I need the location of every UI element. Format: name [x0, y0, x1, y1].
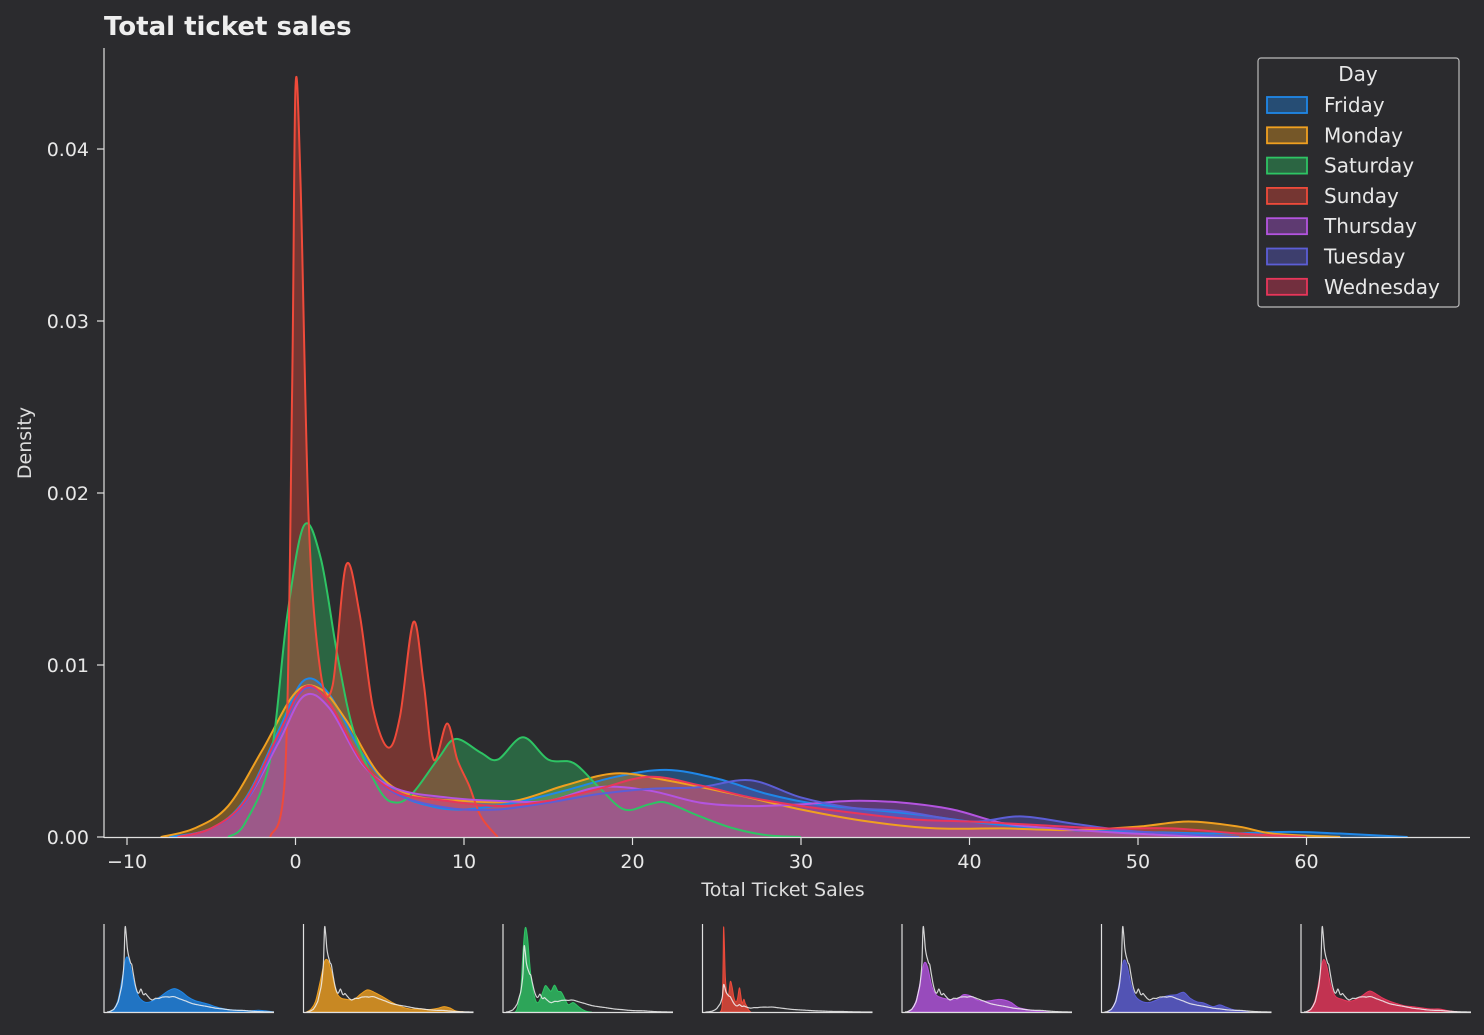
mini-density-saturday [514, 926, 592, 1013]
legend-swatch-wednesday [1266, 277, 1308, 296]
chart-title: Total ticket sales [104, 12, 352, 42]
density-area-saturday [228, 523, 802, 837]
y-tick-label: 0.04 [47, 139, 89, 161]
mini-density-tuesday [1105, 959, 1249, 1013]
density-line-tuesday [177, 686, 1240, 838]
legend-label-thursday: Thursday [1323, 214, 1417, 238]
mini-panel-monday [302, 924, 474, 1014]
density-line-thursday [177, 692, 1240, 838]
mini-density-thursday [905, 961, 1050, 1013]
legend-swatch-tuesday [1266, 247, 1308, 266]
mini-panel-saturday [502, 924, 674, 1014]
mini-panel-wednesday [1300, 924, 1472, 1014]
legend-swatch-friday [1266, 96, 1308, 114]
x-tick-label: −10 [107, 851, 147, 873]
legend-label-tuesday: Tuesday [1323, 245, 1406, 269]
density-line-saturday [227, 522, 802, 838]
density-line-wednesday [177, 684, 1307, 838]
mini-overall-line [505, 944, 674, 1013]
density-line-sunday [269, 75, 499, 838]
y-tick-label: 0.01 [47, 655, 89, 677]
mini-overall-line [106, 925, 275, 1013]
x-tick-label: 40 [957, 851, 981, 873]
x-axis-label: Total Ticket Sales [700, 879, 864, 901]
axes: −10 0 10 20 30 40 50 60 0.00 0.01 0.02 0.03 0.04 [47, 48, 1470, 873]
x-tick-label: 30 [789, 851, 813, 873]
x-tick-label: 50 [1126, 851, 1150, 873]
density-area-tuesday [177, 687, 1240, 837]
legend-frame [1257, 57, 1460, 308]
mini-panel-sunday [701, 924, 873, 1014]
legend-label-sunday: Sunday [1324, 184, 1399, 208]
y-tick-label: 0.02 [47, 483, 89, 505]
legend-swatch-thursday [1266, 217, 1308, 236]
y-tick-label: 0.00 [47, 827, 89, 849]
mini-overall-line [705, 983, 873, 1013]
y-tick-label: 0.03 [47, 311, 89, 333]
mini-density-monday [304, 958, 465, 1013]
legend-swatch-sunday [1266, 186, 1308, 205]
legend-label-saturday: Saturday [1324, 154, 1414, 178]
mini-panel-tuesday [1100, 924, 1272, 1014]
mini-overall-line [306, 925, 474, 1013]
legend-label-monday: Monday [1324, 123, 1403, 147]
legend-swatch-monday [1266, 126, 1308, 145]
mini-density-wednesday [1304, 958, 1458, 1013]
mini-overall-line [904, 925, 1073, 1013]
x-tick-label: 60 [1294, 851, 1318, 873]
y-axis-label: Density [14, 407, 36, 479]
mini-panel-friday [103, 924, 275, 1014]
density-lines [160, 75, 1408, 838]
legend: Day Friday Monday Saturday Sunday Thursday Tue… [1257, 57, 1460, 308]
mini-overall-line [1104, 925, 1272, 1013]
legend-label-wednesday: Wednesday [1324, 275, 1440, 299]
x-tick-label: 10 [452, 851, 476, 873]
x-tick-label: 20 [620, 851, 644, 873]
legend-label-friday: Friday [1324, 93, 1385, 117]
mini-panel-thursday [901, 924, 1073, 1014]
legend-swatch-saturday [1266, 156, 1308, 175]
small-multiples [103, 924, 1472, 1014]
mini-overall-line [1303, 925, 1472, 1013]
legend-title: Day [1338, 62, 1378, 86]
x-tick-label: 0 [289, 851, 301, 873]
mini-density-sunday [719, 926, 752, 1013]
density-area-sunday [270, 76, 498, 838]
density-line-monday [160, 684, 1341, 838]
